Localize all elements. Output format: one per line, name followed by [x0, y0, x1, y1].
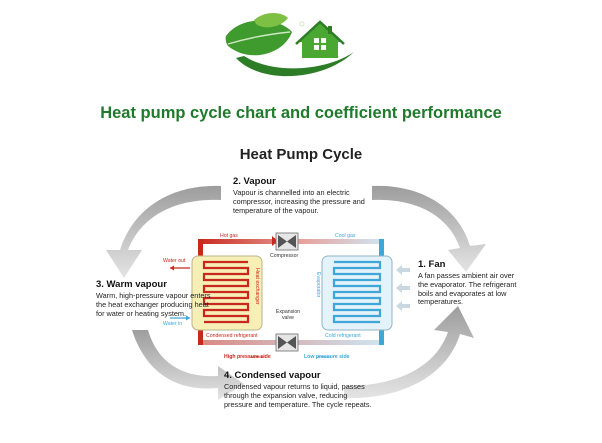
- label-hot-gas: Hot gas: [220, 233, 238, 239]
- step-fan: 1. Fan A fan passes ambient air over the…: [418, 259, 522, 307]
- label-cool-gas: Cool gas: [335, 233, 356, 239]
- label-water-out: Water out: [163, 258, 186, 264]
- cycle-arrow-bottom-left: [132, 330, 244, 400]
- small-leaf-icon: [254, 13, 288, 28]
- step-warm-vapour-heading: 3. Warm vapour: [96, 279, 167, 290]
- cycle-arrow-bottom-right: [344, 306, 474, 399]
- step-condensed-vapour-text: Condensed vapour returns to liquid, pass…: [224, 382, 372, 409]
- house-leaf-logo: [225, 13, 354, 77]
- label-high-pressure-side: High pressure side: [224, 354, 271, 360]
- label-evaporator: Evaporator: [315, 272, 321, 298]
- label-heat-exchanger: Heat exchanger: [254, 268, 260, 305]
- label-low-pressure-side: Low pressure side: [304, 354, 350, 360]
- step-condensed-vapour: 4. Condensed vapour Condensed vapour ret…: [224, 370, 376, 409]
- label-compressor: Compressor: [270, 253, 299, 259]
- large-leaf-icon: [225, 20, 292, 56]
- label-condensed-refrigerant: Condensed refrigerant: [206, 333, 258, 339]
- cycle-arrow-top-right: [372, 185, 486, 272]
- step-fan-heading: 1. Fan: [418, 259, 446, 270]
- label-cold-refrigerant: Cold refrigerant: [325, 333, 361, 339]
- step-vapour-heading: 2. Vapour: [233, 176, 276, 187]
- label-water-in: Water in: [163, 321, 183, 327]
- cycle-arrow-top-left: [106, 185, 221, 278]
- page-headline: Heat pump cycle chart and coefficient pe…: [100, 104, 502, 122]
- airflow-arrows: [396, 265, 410, 311]
- step-vapour-text: Vapour is channelled into an electric co…: [233, 188, 365, 215]
- condenser-coil: [202, 260, 250, 324]
- step-warm-vapour-text: Warm, high-pressure vapour enters the he…: [96, 291, 211, 318]
- step-condensed-vapour-heading: 4. Condensed vapour: [224, 370, 321, 381]
- step-warm-vapour: 3. Warm vapour Warm, high-pressure vapou…: [96, 279, 214, 318]
- label-expansion-valve: Expansion valve: [275, 309, 301, 321]
- evaporator-coil: [332, 260, 382, 324]
- swoosh-icon: [236, 52, 354, 77]
- house-icon: [298, 22, 342, 58]
- cycle-title: Heat Pump Cycle: [239, 146, 363, 163]
- step-fan-text: A fan passes ambient air over the evapor…: [418, 271, 517, 307]
- step-vapour: 2. Vapour Vapour is channelled into an e…: [233, 176, 381, 215]
